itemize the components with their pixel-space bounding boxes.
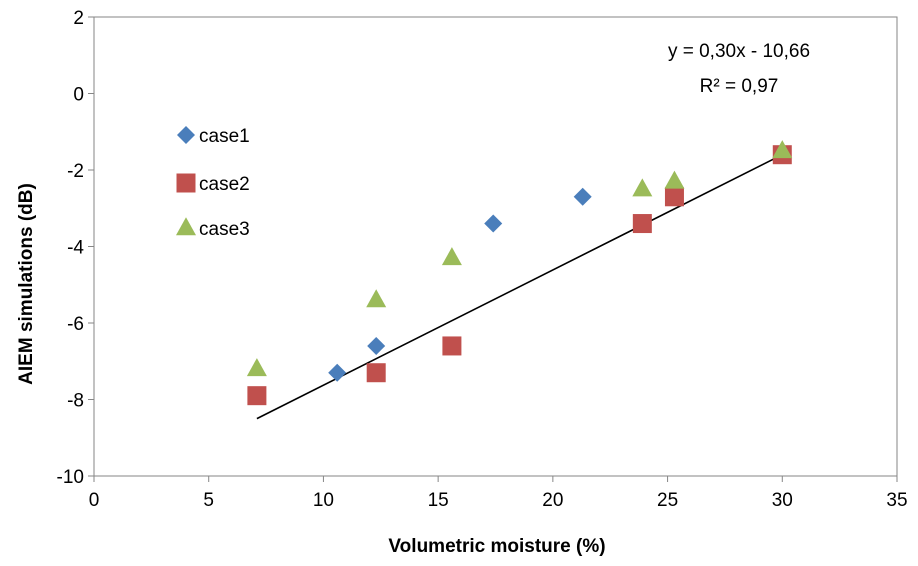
x-axis-title: Volumetric moisture (%) (388, 536, 605, 557)
case2-point (632, 214, 652, 234)
y-tick-label: -6 (67, 314, 84, 335)
x-tick-label: 15 (428, 490, 449, 511)
case2-point (366, 363, 386, 383)
trendline (256, 153, 783, 420)
legend-marker-case3 (176, 217, 196, 236)
y-tick-label: 2 (73, 8, 84, 29)
case2-point (664, 187, 684, 207)
trendline-layer (256, 153, 783, 420)
case2-point (442, 336, 462, 356)
y-tick-label: 0 (73, 85, 84, 106)
case1-point (328, 363, 347, 382)
trendline-r-squared: R² = 0,97 (700, 76, 779, 97)
case3-point (366, 289, 387, 308)
y-tick-label: -10 (57, 467, 84, 488)
y-tick-label: -2 (67, 161, 84, 182)
legend-label-case1: case1 (199, 126, 250, 147)
x-tick-label: 25 (657, 490, 678, 511)
legend-label-case2: case2 (199, 174, 250, 195)
case2-point (247, 386, 267, 406)
x-tick-label: 10 (313, 490, 334, 511)
x-tick-label: 30 (772, 490, 793, 511)
case1-point (367, 336, 386, 355)
legend-marker-case1 (177, 126, 195, 144)
y-axis-title: AIEM simulations (dB) (16, 183, 37, 385)
case3-point (632, 178, 653, 197)
case3-point (664, 170, 685, 189)
tick-marks: 20-2-4-6-8-100 5 10 15 20 25 30 35 (57, 8, 908, 511)
case1-point (484, 214, 503, 233)
data-points (246, 140, 793, 406)
x-tick-label: 35 (886, 490, 907, 511)
x-tick-label: 5 (203, 490, 214, 511)
legend: case1 case2 case3 (176, 126, 250, 240)
y-tick-label: -8 (67, 391, 84, 412)
x-tick-label: 20 (542, 490, 563, 511)
case3-point (772, 140, 793, 159)
case3-point (246, 358, 267, 377)
case1-point (573, 187, 592, 206)
legend-marker-case2 (176, 173, 196, 193)
x-tick-label: 0 (89, 490, 100, 511)
legend-label-case3: case3 (199, 219, 250, 240)
case3-point (441, 247, 462, 266)
trendline-equation: y = 0,30x - 10,66 (668, 41, 810, 62)
y-tick-label: -4 (67, 238, 84, 259)
